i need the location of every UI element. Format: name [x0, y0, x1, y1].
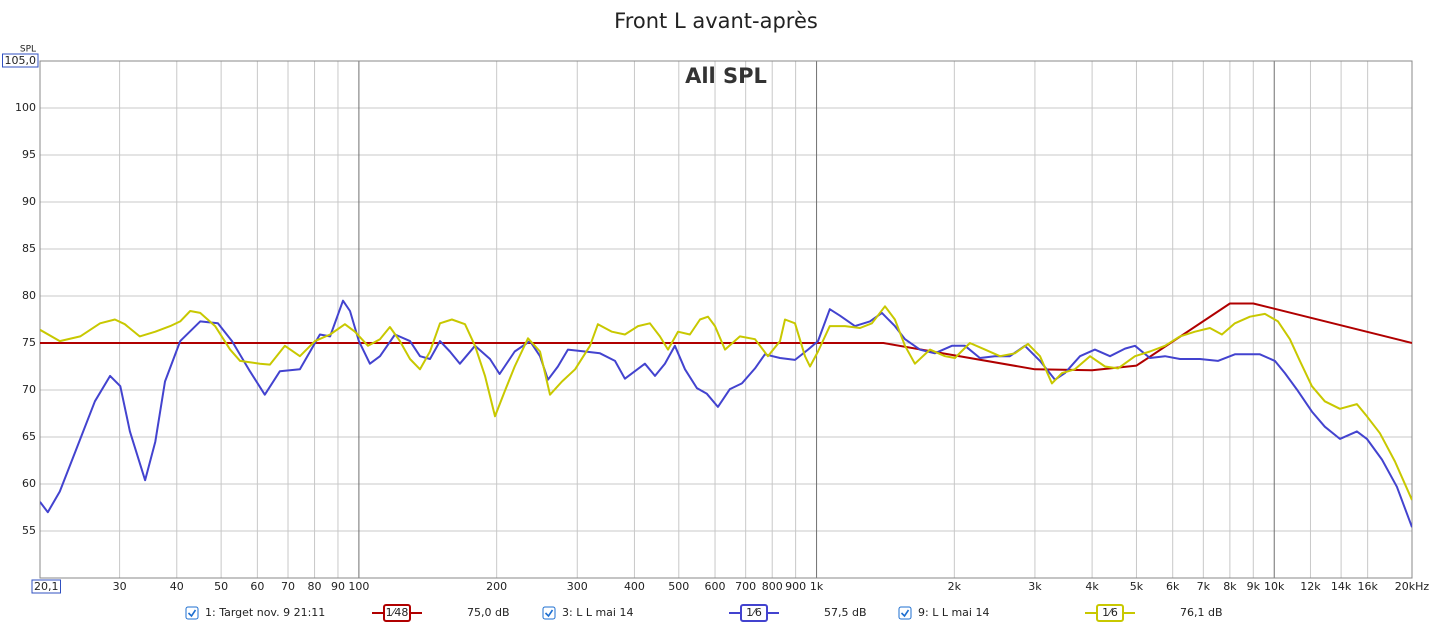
- y-tick-label: 65: [22, 430, 36, 443]
- x-tick-label: 600: [705, 580, 726, 593]
- checkbox-check: [544, 609, 554, 618]
- x-tick-label: 800: [762, 580, 783, 593]
- y-axis-label: SPL: [20, 45, 36, 55]
- x-tick-label: 70: [281, 580, 295, 593]
- x-tick-label: 50: [214, 580, 228, 593]
- limit-box: [2, 53, 39, 68]
- x-tick-label: 16k: [1357, 580, 1378, 593]
- x-tick-label: 900: [785, 580, 806, 593]
- y-tick-label: 95: [22, 148, 36, 161]
- legend-smoothing-box: [383, 604, 411, 622]
- x-tick-label: 6k: [1166, 580, 1180, 593]
- x-tick-label: 500: [668, 580, 689, 593]
- y-tick-label: 60: [22, 477, 36, 490]
- chart-subtitle: All SPL: [685, 64, 767, 88]
- legend-smoothing: 1⁄48: [386, 606, 409, 619]
- chart-title: Front L avant-après: [614, 9, 818, 33]
- x-tick-label: 60: [250, 580, 264, 593]
- x-tick-label: 400: [624, 580, 645, 593]
- legend-smoothing: 1⁄6: [746, 606, 762, 619]
- x-tick-label: 10k: [1264, 580, 1285, 593]
- y-tick-label: 75: [22, 336, 36, 349]
- y-tick-label: 105,0: [5, 54, 37, 67]
- legend-level: 57,5 dB: [824, 606, 867, 619]
- legend-level: 76,1 dB: [1180, 606, 1223, 619]
- x-tick-label: 14k: [1331, 580, 1352, 593]
- x-tick-label: 40: [170, 580, 184, 593]
- legend-smoothing: 1⁄6: [1102, 606, 1118, 619]
- x-tick-label: 3k: [1028, 580, 1042, 593]
- y-tick-label: 85: [22, 242, 36, 255]
- x-tick-label: 12k: [1300, 580, 1321, 593]
- x-tick-label: 700: [735, 580, 756, 593]
- x-tick-label: 8k: [1223, 580, 1237, 593]
- x-tick-label: 20kHz: [1395, 580, 1430, 593]
- y-tick-label: 80: [22, 289, 36, 302]
- x-tick-label: 1k: [810, 580, 824, 593]
- y-tick-label: 70: [22, 383, 36, 396]
- limit-box: [31, 579, 61, 594]
- checkbox-check: [187, 609, 197, 618]
- x-tick-label: 100: [348, 580, 369, 593]
- x-tick-label: 80: [308, 580, 322, 593]
- y-tick-label: 55: [22, 524, 36, 537]
- checkbox-check: [900, 609, 910, 618]
- checkbox-box: [542, 606, 556, 620]
- y-tick-label: 90: [22, 195, 36, 208]
- x-tick-label: 20,1: [34, 580, 59, 593]
- x-tick-label: 200: [486, 580, 507, 593]
- checkbox-box: [185, 606, 199, 620]
- x-tick-label: 2k: [948, 580, 962, 593]
- series-line: [40, 299, 1412, 528]
- legend-level: 75,0 dB: [467, 606, 510, 619]
- checkbox-box: [898, 606, 912, 620]
- legend-smoothing-box: [1096, 604, 1124, 622]
- legend-entry: 9: L L mai 14: [918, 606, 989, 619]
- x-tick-label: 9k: [1247, 580, 1261, 593]
- series-line: [40, 305, 1412, 501]
- x-tick-label: 90: [331, 580, 345, 593]
- legend-checkbox[interactable]: [542, 606, 556, 620]
- legend-smoothing-box: [740, 604, 768, 622]
- x-tick-label: 7k: [1197, 580, 1211, 593]
- legend-checkbox[interactable]: [898, 606, 912, 620]
- x-tick-label: 300: [567, 580, 588, 593]
- legend-checkbox[interactable]: [185, 606, 199, 620]
- x-tick-label: 5k: [1130, 580, 1144, 593]
- y-tick-label: 100: [15, 101, 36, 114]
- x-tick-label: 4k: [1085, 580, 1099, 593]
- legend-entry: 1: Target nov. 9 21:11: [205, 606, 325, 619]
- x-tick-label: 30: [113, 580, 127, 593]
- legend-entry: 3: L L mai 14: [562, 606, 633, 619]
- plot-frame: [39, 60, 1413, 579]
